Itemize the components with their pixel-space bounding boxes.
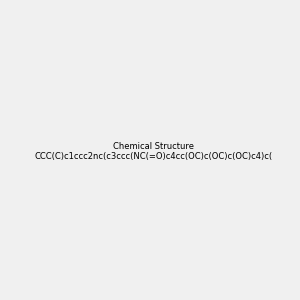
Text: Chemical Structure
CCC(C)c1ccc2nc(c3ccc(NC(=O)c4cc(OC)c(OC)c(OC)c4)c(: Chemical Structure CCC(C)c1ccc2nc(c3ccc(… <box>35 142 273 161</box>
